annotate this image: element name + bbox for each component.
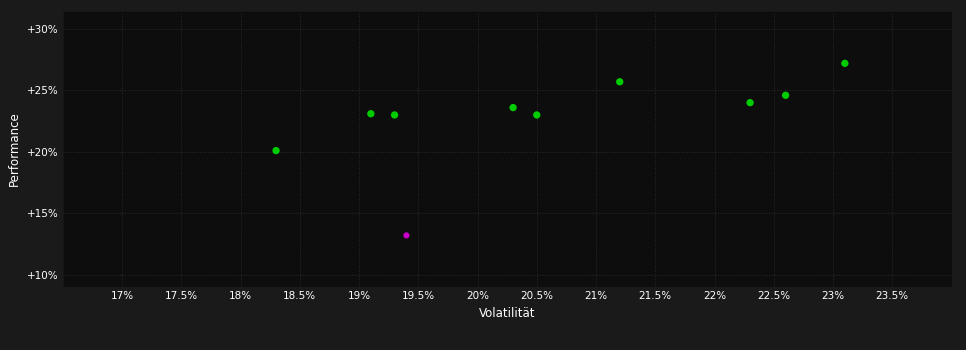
Point: [386, 112, 402, 118]
Y-axis label: Performance: Performance: [9, 111, 21, 186]
X-axis label: Volatilität: Volatilität: [479, 307, 535, 320]
Point: [838, 61, 853, 66]
Point: [529, 112, 545, 118]
Point: [363, 111, 379, 117]
Point: [742, 100, 757, 105]
Point: [399, 233, 414, 238]
Point: [505, 105, 521, 110]
Point: [778, 92, 793, 98]
Point: [612, 79, 628, 85]
Point: [269, 148, 284, 153]
